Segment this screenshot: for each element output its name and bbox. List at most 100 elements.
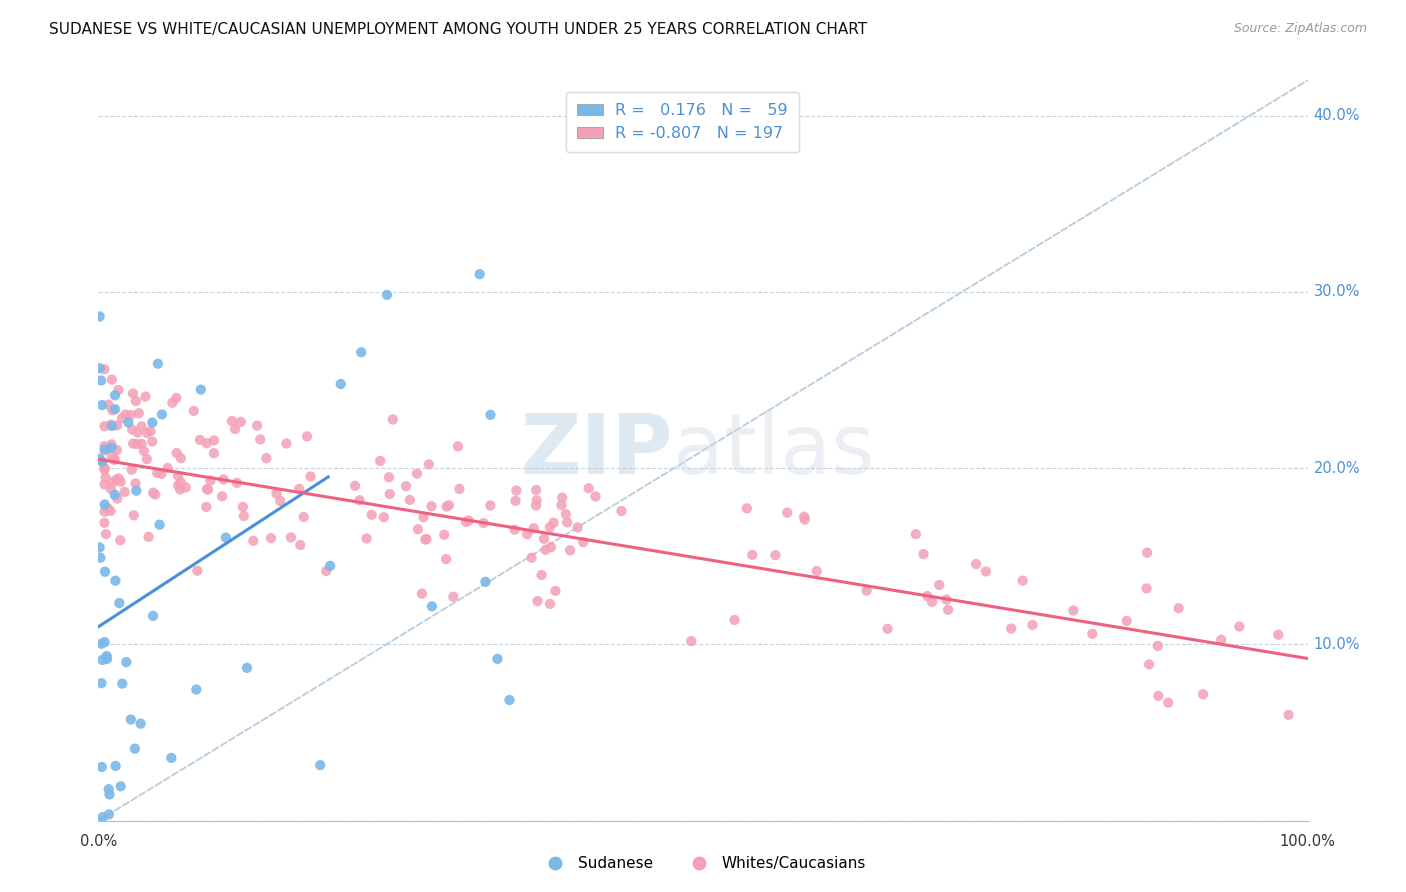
Point (104, 452, 127, 467)
Point (125, 483, 148, 498)
Point (974, 565, 997, 579)
Point (107, 383, 129, 397)
Point (395, 479, 418, 493)
Text: ZIP: ZIP (520, 410, 672, 491)
Point (1000, 622, 1022, 636)
Point (156, 461, 179, 475)
Point (195, 500, 218, 514)
Point (96, 652, 118, 666)
Point (104, 488, 127, 502)
Point (1229, 619, 1251, 633)
Point (1167, 601, 1189, 615)
Point (1192, 687, 1215, 701)
Point (105, 418, 128, 433)
Point (735, 501, 758, 516)
Point (104, 473, 127, 487)
Point (411, 586, 433, 600)
Point (1136, 546, 1159, 560)
Point (558, 543, 581, 558)
Point (917, 589, 939, 603)
Point (89, 550, 111, 565)
Point (94, 527, 117, 541)
Point (160, 751, 183, 765)
Point (524, 499, 547, 513)
Point (101, 418, 124, 433)
Point (104, 388, 127, 402)
Point (128, 406, 150, 420)
Point (121, 463, 143, 477)
Point (170, 451, 193, 466)
Point (503, 523, 526, 537)
Point (195, 436, 218, 450)
Point (150, 467, 173, 481)
Point (125, 437, 148, 451)
Point (200, 474, 222, 488)
Point (93, 516, 115, 530)
Point (935, 592, 957, 607)
Point (249, 433, 271, 447)
Point (420, 500, 443, 514)
Point (538, 520, 561, 534)
Point (498, 693, 520, 707)
Point (776, 506, 799, 520)
Point (91, 653, 114, 667)
Point (94, 470, 117, 484)
Point (398, 492, 420, 507)
Point (544, 583, 567, 598)
Point (505, 483, 527, 498)
Point (406, 522, 429, 536)
Point (107, 471, 129, 485)
Point (567, 520, 589, 534)
Point (349, 493, 371, 508)
Point (572, 535, 595, 549)
Point (543, 516, 565, 530)
Point (136, 425, 159, 440)
Point (104, 402, 127, 417)
Point (681, 634, 703, 648)
Point (229, 415, 252, 429)
Point (437, 498, 460, 512)
Point (1115, 614, 1137, 628)
Point (186, 564, 208, 578)
Point (242, 533, 264, 548)
Point (486, 652, 509, 666)
Point (928, 578, 950, 592)
Point (224, 422, 246, 436)
Point (143, 487, 166, 501)
Point (122, 386, 145, 401)
Point (554, 507, 576, 521)
Point (269, 494, 291, 508)
Point (550, 498, 572, 512)
Point (186, 682, 208, 697)
Point (329, 377, 352, 392)
Point (290, 538, 312, 552)
Point (474, 574, 496, 589)
Point (100, 504, 122, 518)
Point (93, 443, 115, 458)
Point (105, 442, 128, 457)
Point (148, 517, 170, 532)
Point (415, 533, 437, 547)
Text: 10.0%: 10.0% (1313, 637, 1360, 652)
Point (105, 491, 128, 506)
Point (441, 590, 464, 604)
Point (793, 509, 815, 524)
Point (236, 661, 259, 675)
Point (89, 451, 111, 466)
Point (104, 759, 127, 773)
Point (117, 416, 139, 430)
Point (89, 541, 111, 555)
Text: 30.0%: 30.0% (1313, 285, 1360, 300)
Point (360, 508, 382, 522)
Point (100, 441, 122, 455)
Point (103, 452, 125, 467)
Point (350, 345, 373, 359)
Point (195, 482, 218, 496)
Point (276, 436, 298, 450)
Point (120, 408, 142, 422)
Point (94, 565, 117, 579)
Point (412, 510, 434, 524)
Point (456, 515, 478, 529)
Point (533, 532, 555, 546)
Point (1211, 632, 1233, 647)
